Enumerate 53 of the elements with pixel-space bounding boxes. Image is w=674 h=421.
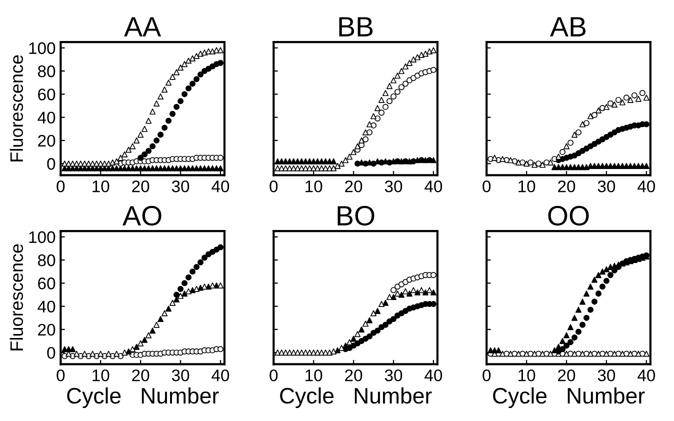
x-axis-title: Cycle Number (280, 387, 432, 408)
x-tick-label: 20 (345, 180, 362, 192)
x-axis-title: Cycle Number (493, 387, 645, 408)
x-tick-label: 40 (212, 180, 230, 192)
x-tick-label: 20 (558, 369, 576, 382)
x-tick-label: 10 (518, 369, 536, 382)
x-tick-label: 0 (270, 180, 278, 192)
x-tick-label: 10 (92, 180, 110, 192)
x-tick-label: 20 (132, 369, 150, 382)
x-tick-label: 30 (172, 369, 190, 382)
x-tick-label: 20 (345, 369, 362, 382)
chart-title: AO (122, 206, 162, 226)
chart-title: BO (338, 206, 374, 226)
x-tick-label: 20 (558, 180, 576, 192)
y-tick-label: 0 (47, 158, 56, 170)
y-tick-label: 100 (29, 42, 56, 54)
y-tick-label: 100 (29, 231, 56, 244)
x-tick-label: 40 (424, 369, 442, 382)
x-tick-label: 10 (306, 369, 322, 382)
x-tick-label: 0 (56, 180, 65, 192)
y-tick-label: 40 (38, 112, 56, 124)
x-tick-label: 30 (384, 180, 402, 192)
x-tick-label: 30 (598, 180, 616, 192)
y-tick-label: 80 (38, 254, 56, 266)
x-tick-label: 0 (482, 369, 491, 382)
x-tick-label: 40 (424, 180, 442, 192)
x-tick-label: 30 (384, 369, 402, 382)
y-axis-title: Fluorescence (10, 55, 24, 162)
x-tick-label: 20 (132, 180, 150, 192)
x-axis-title: Cycle Number (67, 387, 219, 408)
x-tick-label: 10 (306, 180, 322, 192)
x-tick-label: 30 (172, 180, 190, 192)
y-tick-label: 0 (47, 346, 56, 359)
x-tick-label: 0 (482, 180, 491, 192)
x-tick-label: 10 (518, 180, 536, 192)
y-tick-label: 60 (38, 278, 56, 290)
y-tick-label: 80 (38, 65, 56, 78)
chart-title: AA (124, 17, 162, 36)
x-tick-label: 30 (598, 369, 616, 382)
y-tick-label: 60 (38, 88, 56, 100)
chart-title: BB (339, 17, 373, 36)
chart-title: OO (548, 206, 589, 226)
x-tick-label: 40 (638, 369, 656, 382)
y-axis-title: Fluorescence (10, 244, 24, 350)
y-tick-label: 20 (38, 134, 56, 147)
x-tick-label: 40 (638, 180, 656, 192)
x-tick-label: 10 (92, 369, 110, 382)
y-tick-label: 20 (38, 324, 56, 336)
chart-title: AB (550, 17, 586, 36)
x-tick-label: 0 (270, 369, 278, 382)
y-tick-label: 40 (38, 300, 56, 313)
x-tick-label: 0 (56, 369, 65, 382)
x-tick-label: 40 (212, 369, 230, 382)
